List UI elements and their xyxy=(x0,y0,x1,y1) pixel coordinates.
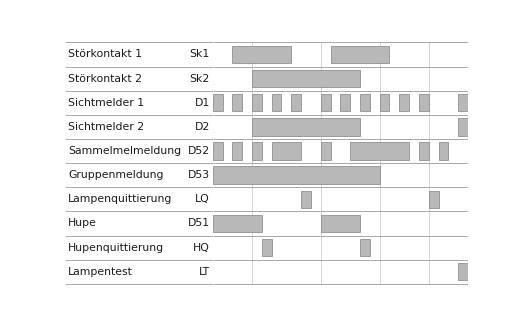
Bar xyxy=(321,94,331,111)
Text: Sammelmelmeldung: Sammelmelmeldung xyxy=(68,146,181,156)
Bar xyxy=(213,94,223,111)
Bar xyxy=(213,166,380,184)
Bar xyxy=(213,142,223,160)
Bar xyxy=(321,215,360,232)
Bar xyxy=(331,46,389,63)
Bar xyxy=(399,94,409,111)
Text: Sk2: Sk2 xyxy=(190,74,210,84)
Bar xyxy=(271,94,281,111)
Text: Störkontakt 1: Störkontakt 1 xyxy=(68,49,142,59)
Text: D2: D2 xyxy=(194,122,210,132)
Text: Hupe: Hupe xyxy=(68,218,97,228)
Text: Lampentest: Lampentest xyxy=(68,267,133,277)
Text: Lampenquittierung: Lampenquittierung xyxy=(68,194,172,204)
Bar xyxy=(360,239,370,256)
Bar xyxy=(301,191,311,208)
Text: D53: D53 xyxy=(188,170,210,180)
Bar xyxy=(458,263,468,280)
Bar xyxy=(262,239,271,256)
Bar xyxy=(419,94,428,111)
Bar xyxy=(291,94,301,111)
Bar xyxy=(428,191,438,208)
Bar xyxy=(360,94,370,111)
Bar xyxy=(252,94,262,111)
Bar xyxy=(252,118,360,136)
Bar xyxy=(458,94,468,111)
Text: D51: D51 xyxy=(188,218,210,228)
Text: Hupenquittierung: Hupenquittierung xyxy=(68,243,164,253)
Bar xyxy=(252,142,262,160)
Bar xyxy=(438,142,448,160)
Text: Gruppenmeldung: Gruppenmeldung xyxy=(68,170,163,180)
Bar xyxy=(271,142,301,160)
Bar xyxy=(252,70,360,87)
Bar xyxy=(341,94,350,111)
Bar xyxy=(213,215,262,232)
Bar xyxy=(380,94,389,111)
Text: HQ: HQ xyxy=(193,243,210,253)
Bar xyxy=(350,142,409,160)
Bar xyxy=(321,142,331,160)
Text: LT: LT xyxy=(199,267,210,277)
Bar xyxy=(458,118,468,136)
Bar xyxy=(232,142,242,160)
Text: LQ: LQ xyxy=(195,194,210,204)
Bar xyxy=(419,142,428,160)
Text: Sichtmelder 1: Sichtmelder 1 xyxy=(68,98,144,108)
Text: D52: D52 xyxy=(188,146,210,156)
Text: Sichtmelder 2: Sichtmelder 2 xyxy=(68,122,144,132)
Text: Störkontakt 2: Störkontakt 2 xyxy=(68,74,142,84)
Bar xyxy=(232,46,291,63)
Bar xyxy=(232,94,242,111)
Text: Sk1: Sk1 xyxy=(190,49,210,59)
Text: D1: D1 xyxy=(194,98,210,108)
